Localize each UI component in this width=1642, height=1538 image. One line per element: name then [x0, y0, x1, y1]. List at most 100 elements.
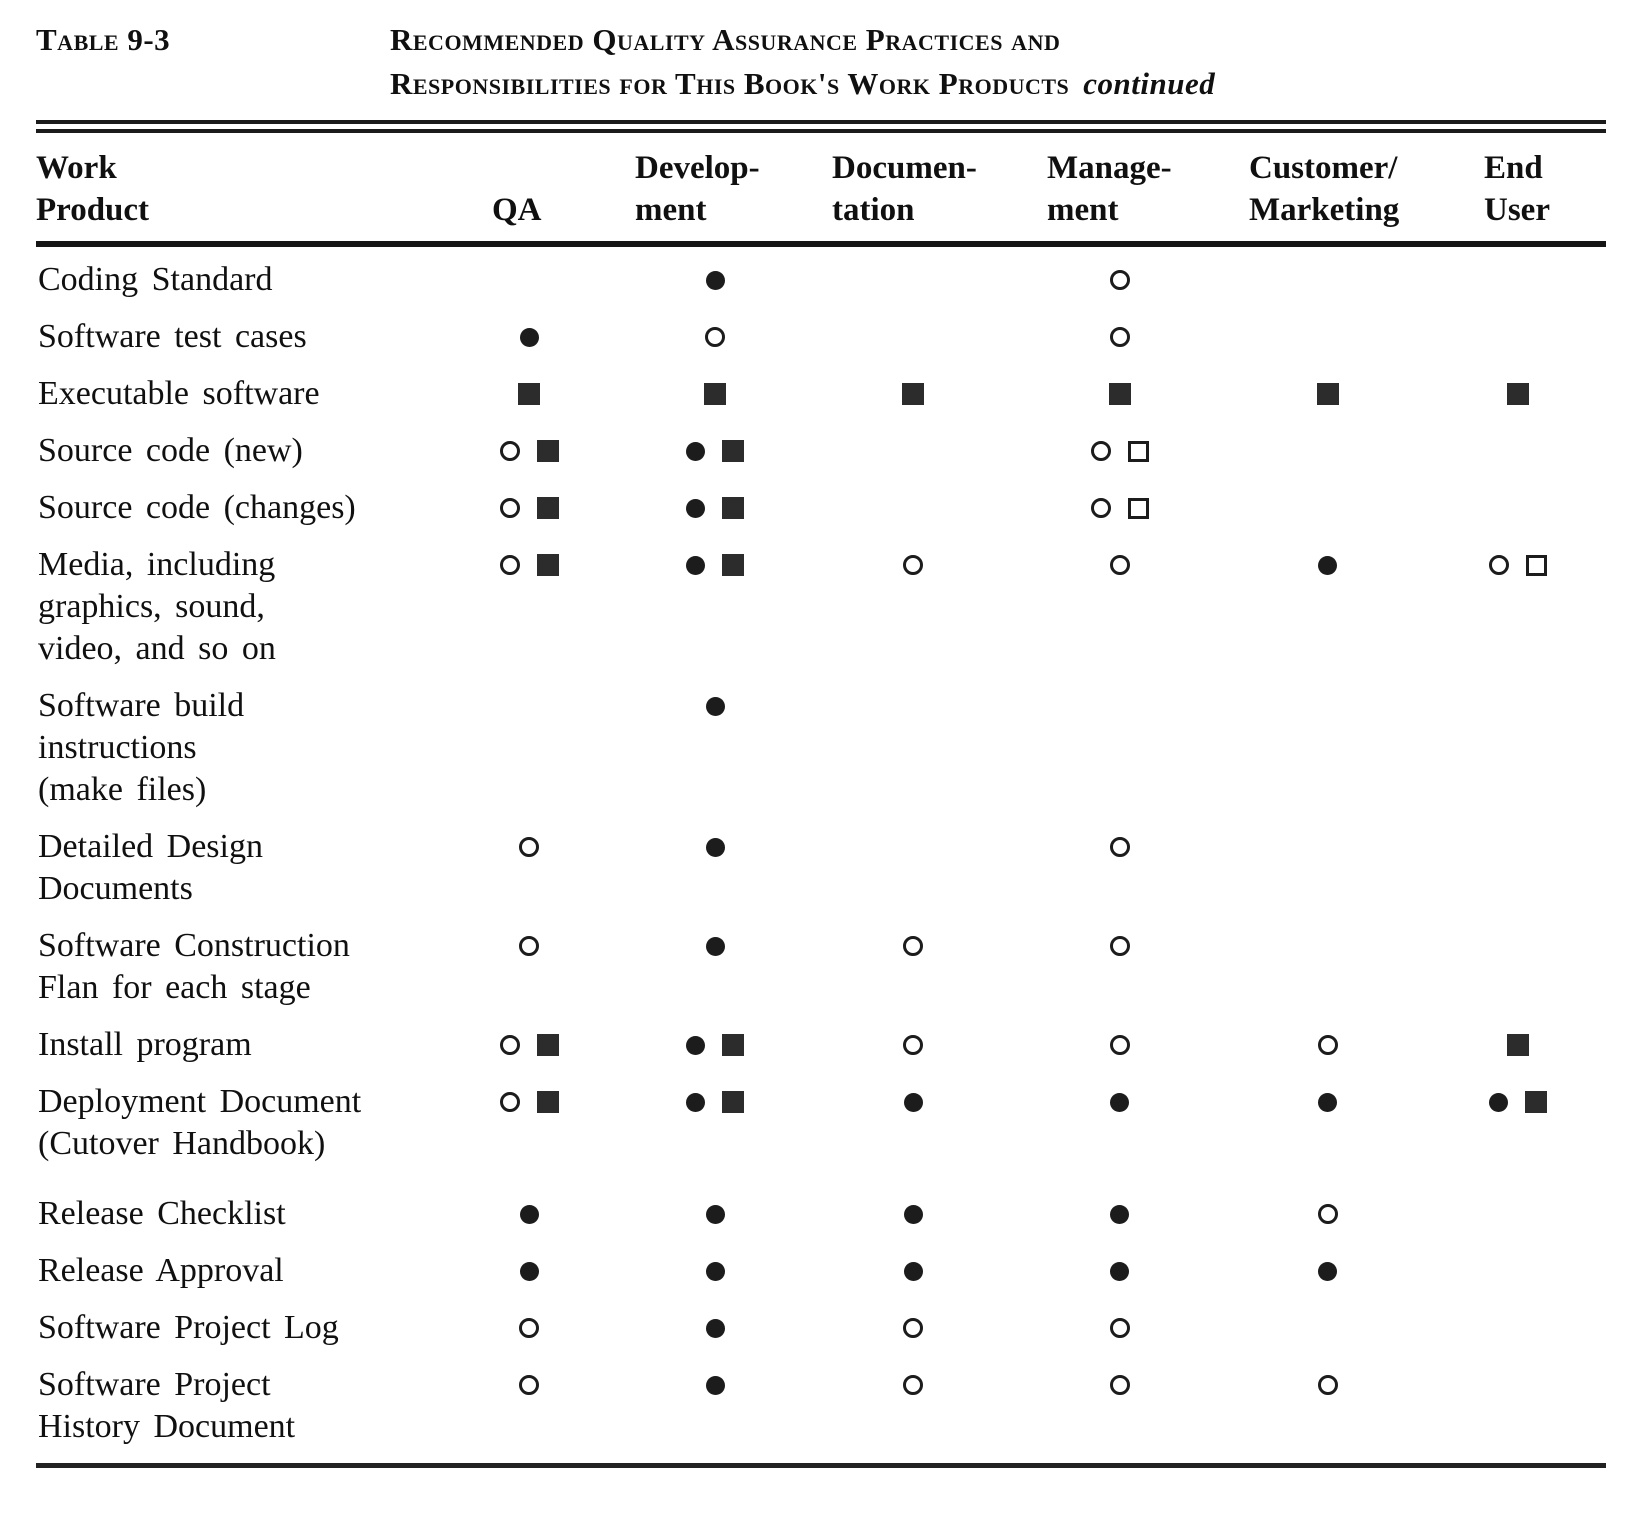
cell-end_user	[1430, 1250, 1606, 1292]
filled-circle-icon	[705, 1204, 725, 1224]
cell-qa	[440, 544, 618, 586]
cell-end_user	[1430, 1081, 1606, 1123]
filled-square-icon	[722, 497, 744, 519]
table-row: Software Construction Flan for each stag…	[36, 925, 1606, 1009]
filled-circle-icon	[686, 1092, 705, 1112]
open-circle-icon	[903, 1318, 923, 1338]
column-header-product: Work Product	[36, 150, 150, 228]
cell-qa	[440, 685, 618, 727]
cell-customer_marketing	[1225, 1193, 1430, 1235]
filled-circle-icon	[1489, 1092, 1508, 1112]
cell-documentation	[812, 430, 1014, 472]
filled-circle-icon	[686, 441, 705, 461]
cell-customer_marketing	[1225, 487, 1430, 529]
cell-documentation	[812, 1250, 1014, 1292]
open-circle-icon	[705, 327, 725, 347]
cell-end_user	[1430, 1364, 1606, 1406]
cell-management	[1014, 316, 1225, 358]
filled-square-icon	[1525, 1091, 1547, 1113]
table-row: Release Checklist	[36, 1193, 1606, 1235]
filled-circle-icon	[686, 555, 705, 575]
cell-qa	[440, 373, 618, 415]
cell-management	[1014, 1024, 1225, 1066]
work-product-name: Software Project Log	[38, 1309, 339, 1346]
cell-development	[618, 316, 812, 358]
open-circle-icon	[499, 1035, 520, 1055]
cell-management	[1014, 826, 1225, 868]
column-header-development: Develop- ment	[635, 150, 760, 228]
cell-management	[1014, 1364, 1225, 1406]
filled-circle-icon	[705, 936, 725, 956]
filled-square-icon	[1316, 383, 1339, 405]
table-row: Install program	[36, 1024, 1606, 1066]
cell-documentation	[812, 1307, 1014, 1349]
cell-end_user	[1430, 925, 1606, 967]
open-circle-icon	[1109, 1318, 1130, 1338]
cell-development	[618, 1193, 812, 1235]
column-header-end_user: End User	[1484, 150, 1550, 228]
cell-development	[618, 373, 812, 415]
cell-end_user	[1430, 373, 1606, 415]
cell-end_user	[1430, 1307, 1606, 1349]
table-row: Software Project History Document	[36, 1364, 1606, 1448]
cell-documentation	[812, 544, 1014, 586]
cell-development	[618, 544, 812, 586]
column-header-documentation: Documen- tation	[832, 150, 977, 228]
cell-end_user	[1430, 1024, 1606, 1066]
cell-end_user	[1430, 685, 1606, 727]
cell-management	[1014, 1250, 1225, 1292]
open-circle-icon	[1109, 555, 1130, 575]
cell-end_user	[1430, 430, 1606, 472]
filled-square-icon	[536, 497, 559, 519]
filled-square-icon	[536, 1034, 559, 1056]
table-row: Coding Standard	[36, 259, 1606, 301]
double-rule	[36, 120, 1606, 133]
cell-documentation	[812, 373, 1014, 415]
open-circle-icon	[1109, 1035, 1130, 1055]
header-rule	[36, 241, 1606, 247]
cell-qa	[440, 1250, 618, 1292]
open-circle-icon	[903, 936, 923, 956]
cell-end_user	[1430, 259, 1606, 301]
open-circle-icon	[499, 498, 520, 518]
filled-circle-icon	[519, 1204, 539, 1224]
work-product-name: Detailed Design Documents	[38, 828, 263, 907]
filled-circle-icon	[1110, 1261, 1129, 1281]
cell-development	[618, 1081, 812, 1123]
filled-square-icon	[722, 1034, 744, 1056]
bottom-rule	[36, 1463, 1606, 1468]
cell-customer_marketing	[1225, 685, 1430, 727]
cell-customer_marketing	[1225, 1307, 1430, 1349]
work-product-name: Software build instructions (make files)	[38, 687, 245, 808]
cell-development	[618, 826, 812, 868]
cell-management	[1014, 925, 1225, 967]
cell-end_user	[1430, 1193, 1606, 1235]
table-row: Deployment Document (Cutover Handbook)	[36, 1081, 1606, 1165]
cell-customer_marketing	[1225, 430, 1430, 472]
open-circle-icon	[499, 1092, 520, 1112]
cell-documentation	[812, 1364, 1014, 1406]
cell-qa	[440, 1024, 618, 1066]
column-header-qa: QA	[492, 192, 542, 228]
filled-circle-icon	[705, 837, 725, 857]
open-circle-icon	[1109, 327, 1130, 347]
cell-customer_marketing	[1225, 826, 1430, 868]
cell-end_user	[1430, 487, 1606, 529]
work-product-name: Source code (new)	[38, 432, 303, 469]
work-product-name: Deployment Document (Cutover Handbook)	[38, 1083, 362, 1162]
table-title-continued: continued	[1083, 66, 1216, 101]
open-circle-icon	[519, 1318, 539, 1338]
table-row: Executable software	[36, 373, 1606, 415]
work-product-name: Software test cases	[38, 318, 307, 355]
cell-development	[618, 1250, 812, 1292]
work-product-name: Software Construction Flan for each stag…	[38, 927, 350, 1006]
cell-qa	[440, 1193, 618, 1235]
cell-management	[1014, 430, 1225, 472]
filled-circle-icon	[705, 1318, 725, 1338]
table-row: Software build instructions (make files)	[36, 685, 1606, 811]
cell-documentation	[812, 826, 1014, 868]
work-product-name: Coding Standard	[38, 261, 273, 298]
cell-qa	[440, 316, 618, 358]
cell-documentation	[812, 259, 1014, 301]
